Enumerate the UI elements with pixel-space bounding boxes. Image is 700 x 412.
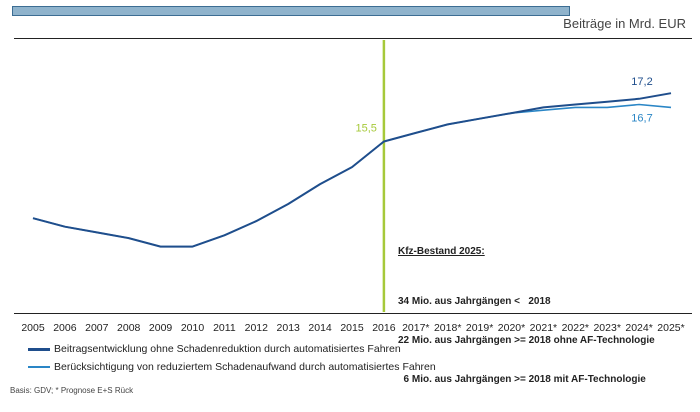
legend-label: Berücksichtigung von reduziertem Schaden… (54, 361, 436, 373)
x-tick-label: 2021* (530, 322, 557, 334)
x-tick-label: 2019* (466, 322, 493, 334)
marker-label: 15,5 (355, 122, 376, 134)
x-tick-label: 2008 (117, 322, 141, 334)
x-tick-label: 2017* (402, 322, 429, 334)
fleet-note-line: 6 Mio. aus Jahrgängen >= 2018 mit AF-Tec… (398, 374, 646, 385)
unit-label: Beiträge in Mrd. EUR (563, 16, 686, 31)
legend-swatch (28, 347, 50, 351)
top-rule (14, 38, 692, 39)
legend-item: Beitragsentwicklung ohne Schadenreduktio… (28, 340, 436, 358)
fleet-note-title: Kfz-Bestand 2025: (398, 246, 485, 257)
series-line (32, 92, 672, 248)
fleet-note-line: 22 Mio. aus Jahrgängen >= 2018 ohne AF-T… (398, 335, 655, 346)
x-tick-label: 2011 (213, 322, 236, 334)
series-end-label: 16,7 (631, 112, 652, 124)
x-tick-label: 2005 (21, 322, 45, 334)
legend-label: Beitragsentwicklung ohne Schadenreduktio… (54, 343, 401, 355)
legend-swatch (28, 366, 50, 368)
fleet-note: Kfz-Bestand 2025: 34 Mio. aus Jahrgängen… (398, 219, 655, 412)
x-tick-label: 2014 (308, 322, 332, 334)
x-tick-label: 2015 (340, 322, 364, 334)
x-tick-label: 2023* (593, 322, 620, 334)
x-tick-label: 2025* (657, 322, 684, 334)
plot-area: 15,5 17,2 16,7 2005 2006 2007 2008 2009 2010 2011… (21, 40, 685, 334)
x-tick-label: 2009 (149, 322, 173, 334)
x-tick-label: 2018* (434, 322, 461, 334)
x-tick-label: 2013 (277, 322, 301, 334)
header-bar (12, 6, 570, 16)
x-tick-label: 2012 (245, 322, 269, 334)
legend: Beitragsentwicklung ohne Schadenreduktio… (28, 340, 436, 376)
x-tick-label: 2010 (181, 322, 205, 334)
x-tick-label: 2016 (372, 322, 396, 334)
chart-stage: Beiträge in Mrd. EUR 15,5 17,2 16,7 2005 200… (10, 6, 692, 395)
x-tick-label: 2020* (498, 322, 525, 334)
x-tick-label: 2006 (53, 322, 77, 334)
x-tick-label: 2024* (625, 322, 652, 334)
fleet-note-line: 34 Mio. aus Jahrgängen < 2018 (398, 296, 551, 307)
x-tick-label: 2022* (562, 322, 589, 334)
legend-item: Berücksichtigung von reduziertem Schaden… (28, 358, 436, 376)
series-end-label: 17,2 (631, 76, 652, 88)
x-axis-line (14, 313, 692, 314)
x-tick-label: 2007 (85, 322, 109, 334)
source-note: Basis: GDV; * Prognose E+S Rück (10, 386, 134, 395)
